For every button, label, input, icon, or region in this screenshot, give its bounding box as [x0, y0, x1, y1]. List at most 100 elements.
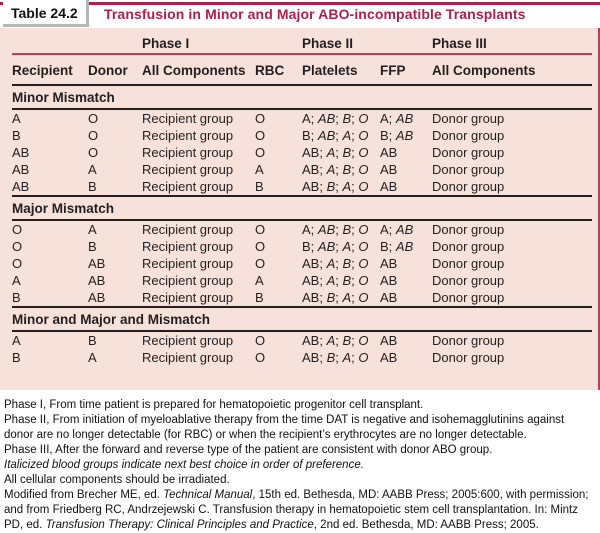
next-best-blood-group: O	[358, 350, 369, 365]
cell-recipient: B	[12, 128, 21, 143]
table-body: Minor Mismatch A O Recipient group O A; AB; B…	[12, 84, 592, 366]
col-header-recipient: Recipient	[12, 63, 73, 78]
cell-donor: A	[88, 222, 97, 237]
cell-platelets: AB; A; B; O	[302, 332, 380, 349]
next-best-blood-group: O	[358, 179, 369, 194]
blood-group-list: AB; B; A; O	[302, 350, 369, 365]
blood-group-list: AB; A; B; O	[302, 256, 369, 271]
cell-platelets: A; AB; B; O	[302, 110, 380, 127]
cell-rbc: O	[255, 222, 266, 237]
table-row: A O Recipient group O A; AB; B; O A; AB Donor …	[12, 110, 592, 127]
cell-phase3-all-components: Donor group	[432, 145, 505, 160]
cell-platelets: AB; A; B; O	[302, 272, 380, 289]
next-best-blood-group: A	[342, 239, 352, 254]
cell-phase3-all-components: Donor group	[432, 162, 505, 177]
next-best-blood-group: O	[358, 111, 369, 126]
next-best-blood-group: AB	[395, 239, 414, 254]
next-best-blood-group: B	[326, 350, 336, 365]
cell-rbc: O	[255, 350, 266, 365]
cell-donor: O	[88, 145, 99, 160]
cell-platelets: A; AB; B; O	[302, 221, 380, 238]
next-best-blood-group: A	[326, 333, 336, 348]
next-best-blood-group: O	[358, 162, 369, 177]
cell-phase1-all-components: Recipient group	[142, 273, 234, 288]
table-row: B AB Recipient group B AB; B; A; O AB Donor gr…	[12, 289, 592, 306]
blood-group-list: B; AB	[380, 128, 414, 143]
blood-group-list: AB; A; B; O	[302, 162, 369, 177]
cell-ffp: A; AB	[380, 110, 432, 127]
blood-group-list: AB	[380, 350, 398, 365]
col-header-rbc: RBC	[255, 63, 285, 78]
next-best-blood-group: AB	[395, 222, 414, 237]
cell-donor: AB	[88, 256, 106, 271]
cell-phase1-all-components: Recipient group	[142, 145, 234, 160]
table-row: A B Recipient group O AB; A; B; O AB Donor gro…	[12, 332, 592, 349]
cell-donor: B	[88, 239, 97, 254]
next-best-blood-group: A	[342, 290, 352, 305]
footnote: Modified from Brecher ME, ed. Technical …	[4, 489, 589, 531]
col-header-ffp: FFP	[380, 63, 406, 78]
cell-phase1-all-components: Recipient group	[142, 162, 234, 177]
cell-platelets: B; AB; A; O	[302, 127, 380, 144]
col-header-donor: Donor	[88, 63, 128, 78]
section-header: Major Mismatch	[12, 195, 592, 221]
table-row: A AB Recipient group A AB; A; B; O AB Donor gr…	[12, 272, 592, 289]
footnote: Phase II, From initiation of myeloablati…	[4, 414, 565, 441]
next-best-blood-group: AB	[395, 128, 414, 143]
cell-donor: A	[88, 350, 97, 365]
cell-platelets: AB; A; B; O	[302, 161, 380, 178]
blood-group-list: AB; A; B; O	[302, 145, 369, 160]
cell-phase3-all-components: Donor group	[432, 273, 505, 288]
phase-1-header: Phase I	[142, 36, 190, 51]
next-best-blood-group: O	[358, 239, 369, 254]
table-row: O A Recipient group O A; AB; B; O A; AB Donor …	[12, 221, 592, 238]
cell-phase3-all-components: Donor group	[432, 256, 505, 271]
next-best-blood-group: O	[358, 290, 369, 305]
next-best-blood-group: B	[342, 273, 352, 288]
next-best-blood-group: B	[326, 179, 336, 194]
cell-donor: AB	[88, 273, 106, 288]
cell-ffp: AB	[380, 349, 432, 366]
cell-rbc: O	[255, 111, 266, 126]
next-best-blood-group: AB	[317, 222, 336, 237]
cell-phase1-all-components: Recipient group	[142, 256, 234, 271]
cell-rbc: B	[255, 290, 264, 305]
next-best-blood-group: A	[326, 256, 336, 271]
blood-group-list: AB	[380, 145, 398, 160]
blood-group-list: AB	[380, 256, 398, 271]
cell-recipient: AB	[12, 162, 30, 177]
next-best-blood-group: O	[358, 145, 369, 160]
next-best-blood-group: O	[358, 222, 369, 237]
cell-recipient: O	[12, 239, 23, 254]
next-best-blood-group: O	[358, 256, 369, 271]
cell-recipient: B	[12, 350, 21, 365]
footnote: Italicized blood groups indicate next be…	[4, 459, 364, 471]
cell-phase1-all-components: Recipient group	[142, 222, 234, 237]
next-best-blood-group: AB	[395, 111, 414, 126]
cell-phase1-all-components: Recipient group	[142, 239, 234, 254]
next-best-blood-group: AB	[317, 128, 336, 143]
blood-group-list: AB; A; B; O	[302, 273, 369, 288]
col-header-all-components-3: All Components	[432, 63, 536, 78]
section-header: Minor and Major and Mismatch	[12, 306, 592, 332]
blood-group-list: B; AB; A; O	[302, 239, 369, 254]
blood-group-list: AB	[380, 273, 398, 288]
cell-rbc: B	[255, 179, 264, 194]
blood-group-list: B; AB	[380, 239, 414, 254]
table-row: AB O Recipient group O AB; A; B; O AB Donor gr…	[12, 144, 592, 161]
next-best-blood-group: O	[358, 273, 369, 288]
table-row: B A Recipient group O AB; B; A; O AB Donor gro…	[12, 349, 592, 366]
blood-group-list: AB	[380, 179, 398, 194]
cell-recipient: AB	[12, 179, 30, 194]
footnote: Phase I, From time patient is prepared f…	[4, 399, 424, 411]
blood-group-list: A; AB	[380, 222, 414, 237]
cell-donor: O	[88, 111, 99, 126]
next-best-blood-group: A	[342, 179, 352, 194]
next-best-blood-group: A	[342, 350, 352, 365]
cell-phase3-all-components: Donor group	[432, 111, 505, 126]
phase-header-row: Phase I Phase II Phase III	[12, 28, 592, 55]
cell-rbc: O	[255, 333, 266, 348]
cell-recipient: A	[12, 333, 21, 348]
cell-platelets: AB; B; A; O	[302, 289, 380, 306]
cell-phase1-all-components: Recipient group	[142, 128, 234, 143]
